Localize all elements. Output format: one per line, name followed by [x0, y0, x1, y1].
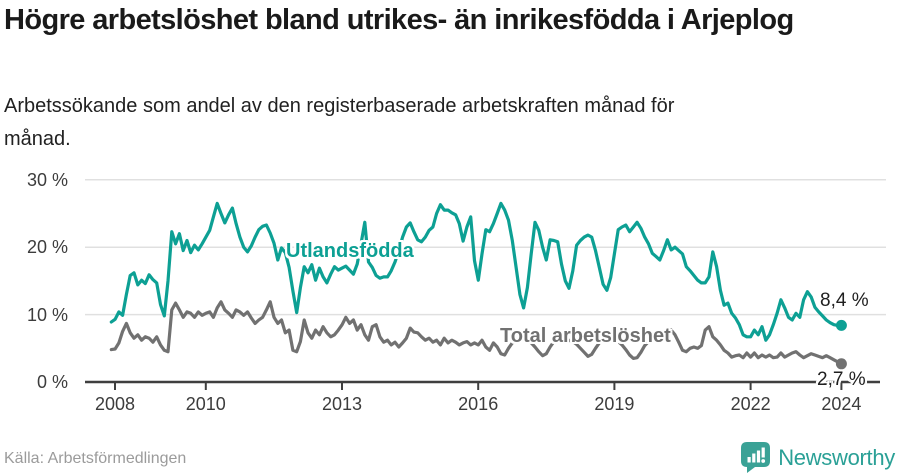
series-lines [109, 201, 843, 366]
brand-logo: Newsworthy [740, 441, 895, 474]
y-tick-label: 30 % [26, 169, 68, 190]
x-tick-label: 2016 [458, 394, 499, 414]
gridlines [85, 179, 886, 316]
page-title: Högre arbetslöshet bland utrikes- än inr… [4, 4, 794, 36]
series-end-dots [835, 319, 847, 370]
x-tick-label: 2010 [185, 394, 226, 414]
x-axis [85, 380, 880, 390]
x-tick-label: 2008 [94, 394, 136, 414]
newsworthy-icon [741, 442, 771, 473]
end-value-label-utlandsfodda: 8,4 % [820, 290, 869, 311]
source-note: Källa: Arbetsförmedlingen [4, 450, 187, 467]
end-value-label-total: 2,7 % [817, 369, 866, 390]
x-tick-label: 2019 [594, 394, 635, 414]
x-tick-label: 2024 [821, 394, 862, 414]
y-tick-label: 0 % [36, 372, 68, 392]
brand-wordmark: Newsworthy [778, 444, 895, 470]
y-tick-label: 10 % [26, 304, 68, 325]
chart-subtitle: Arbetssökande som andel av den registerb… [4, 95, 675, 150]
series-label-utlandsfodda: Utlandsfödda [286, 240, 414, 262]
x-tick-label: 2022 [730, 394, 771, 414]
x-tick-label: 2013 [321, 394, 363, 414]
y-tick-label: 20 % [26, 237, 68, 258]
series-label-total: Total arbetslöshet [500, 325, 671, 347]
